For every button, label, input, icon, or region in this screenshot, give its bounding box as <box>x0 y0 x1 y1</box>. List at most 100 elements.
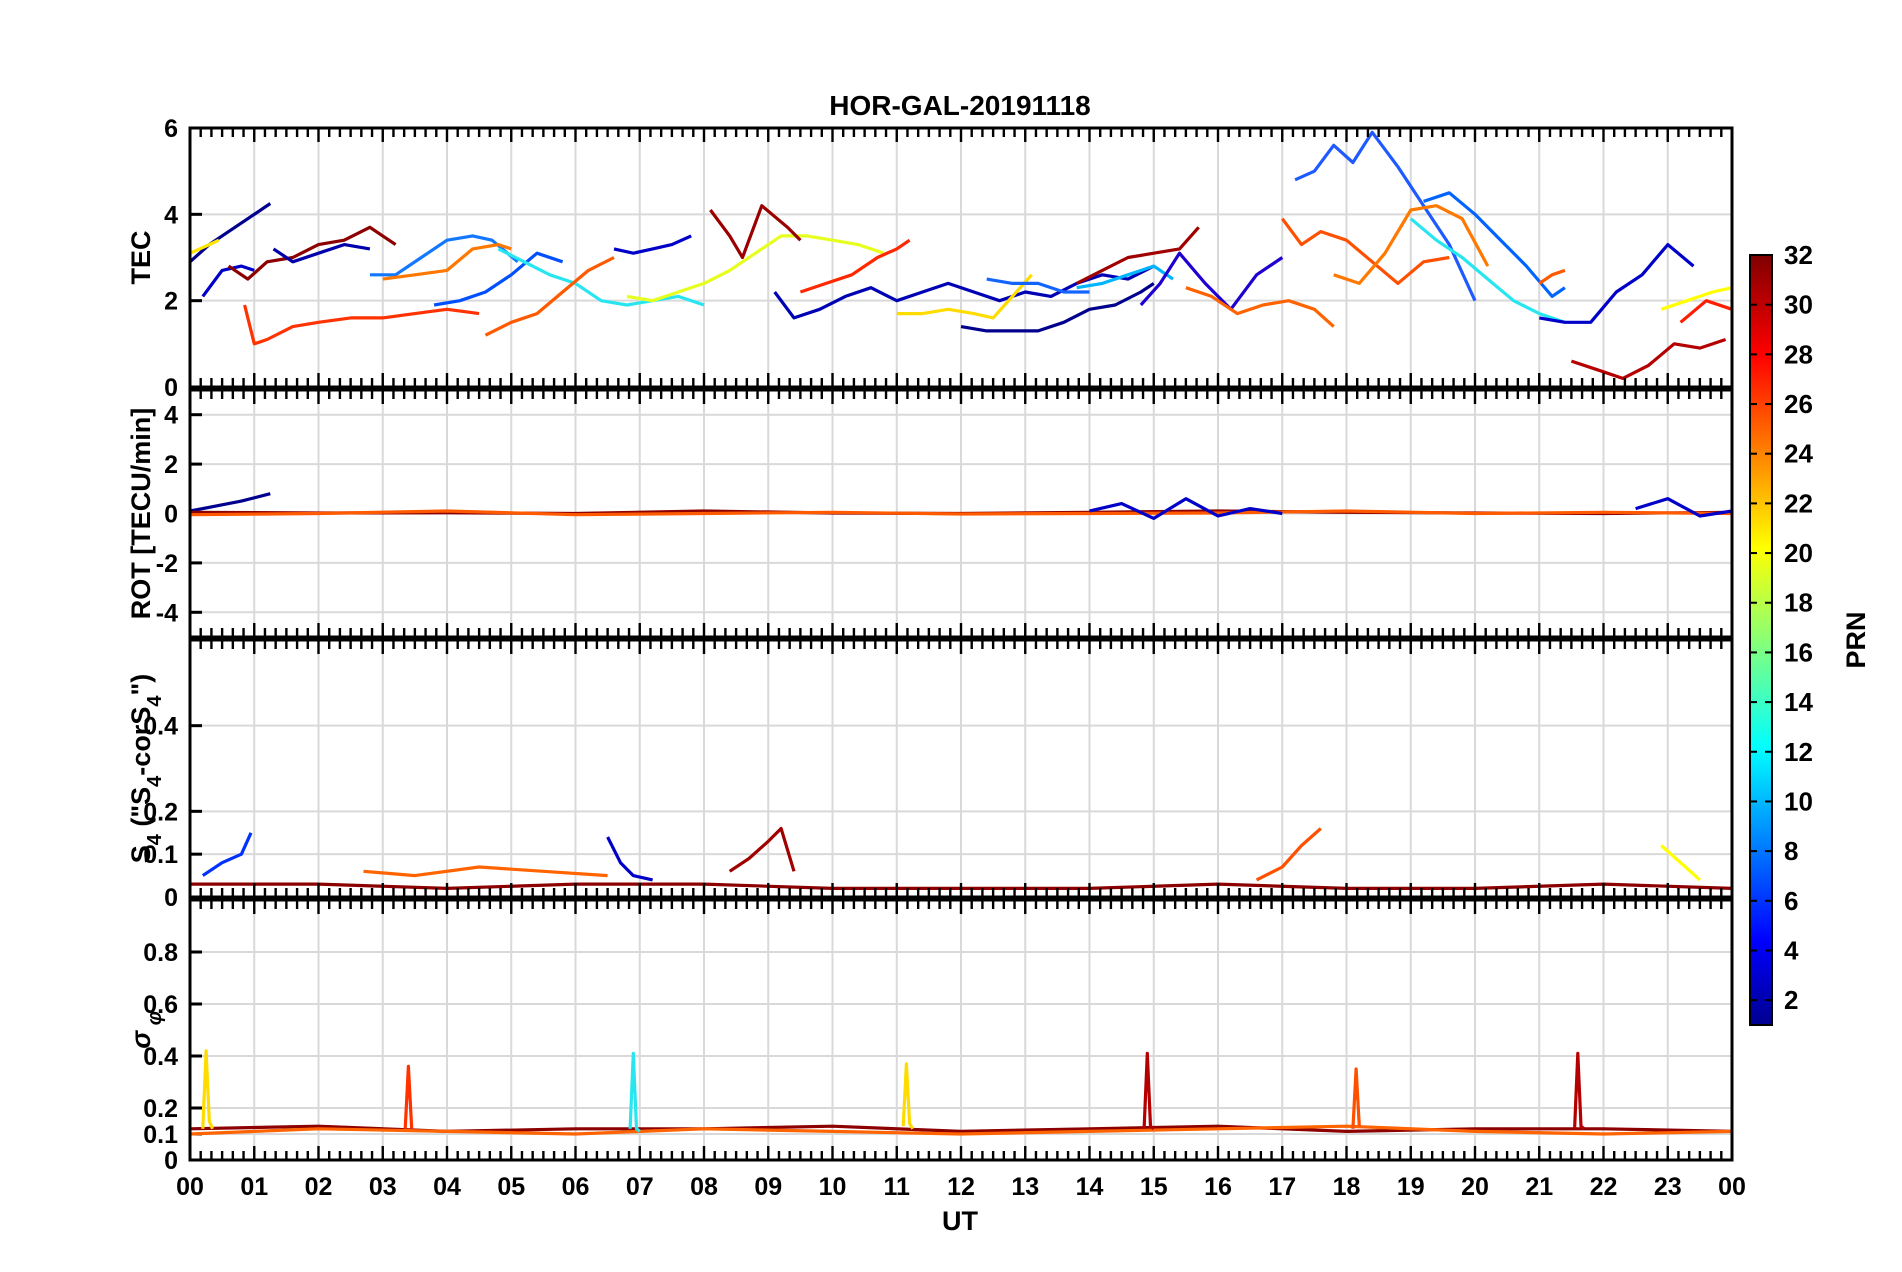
x-tick-label: 12 <box>947 1173 975 1201</box>
series-line <box>1573 1051 1586 1131</box>
series-line <box>1075 226 1200 285</box>
series-line <box>1351 1067 1361 1129</box>
series-line <box>1185 286 1335 328</box>
series-line <box>628 1051 641 1133</box>
series-line <box>773 264 1155 320</box>
x-tick-label: 18 <box>1333 1173 1361 1201</box>
x-tick-label: 14 <box>1076 1173 1104 1201</box>
series-line <box>1660 286 1733 311</box>
colorbar-tick-label: 18 <box>1784 588 1813 618</box>
series-line <box>403 1064 414 1129</box>
series-line <box>189 238 220 255</box>
series-line <box>1570 337 1727 380</box>
colorbar-tick-label: 24 <box>1784 439 1813 469</box>
colorbar-label: PRN <box>1841 611 1871 668</box>
series-line <box>243 304 480 346</box>
colorbar-tick-label: 32 <box>1784 240 1813 270</box>
series-line <box>1539 243 1695 324</box>
panel-sigma: 00.10.2 0.4 0.6 0.8 σ φ <box>126 898 1734 1175</box>
y-tick-label: 0 <box>164 1147 178 1175</box>
y-tick-label: 0 <box>164 884 178 912</box>
series-line <box>1255 827 1322 882</box>
series-line <box>1089 497 1283 521</box>
series-line <box>1294 130 1477 302</box>
series-line <box>1142 1051 1155 1131</box>
y-tick-label: 0.6 <box>143 991 178 1019</box>
series-line <box>799 238 911 294</box>
y-tick-label: 0.4 <box>143 713 178 741</box>
x-tick-label: 23 <box>1654 1173 1682 1201</box>
series-line <box>1679 299 1733 324</box>
x-tick-label: 01 <box>240 1173 268 1201</box>
x-tick-label: 08 <box>690 1173 718 1201</box>
colorbar-tick-label: 14 <box>1784 687 1813 717</box>
series-line <box>613 234 692 255</box>
panel-s4: 0 0.1 0.2 0.4S4 ("S4-corS4") <box>126 638 1734 912</box>
series-line <box>433 251 564 307</box>
panel-frame <box>188 126 1734 389</box>
y-tick-label: 0.2 <box>143 1095 178 1123</box>
x-tick-label: 04 <box>433 1173 461 1201</box>
series-line <box>1423 191 1566 298</box>
x-tick-label: 20 <box>1461 1173 1489 1201</box>
x-tick-label: 11 <box>884 1173 911 1201</box>
x-tick-label: 17 <box>1268 1173 1296 1201</box>
colorbar-tick-label: 26 <box>1784 389 1813 419</box>
x-tick-label: 16 <box>1204 1173 1232 1201</box>
x-tick-label: 05 <box>497 1173 525 1201</box>
x-tick-label: 00 <box>1718 1173 1746 1201</box>
y-axis-label: S4 ("S4-corS4") <box>126 674 166 864</box>
series-line <box>497 247 705 307</box>
x-tick-label: 07 <box>626 1173 654 1201</box>
series-line <box>201 832 253 877</box>
series-line <box>960 282 1155 333</box>
colorbar-tick-label: 8 <box>1784 836 1798 866</box>
series-line <box>189 509 1733 517</box>
series-line <box>1333 204 1490 285</box>
y-tick-label: 0 <box>164 374 178 402</box>
y-tick-label: 0.8 <box>143 939 178 967</box>
series-line <box>189 492 271 513</box>
colorbar-tick-label: 20 <box>1784 538 1813 568</box>
chart-title: HOR-GAL-20191118 <box>829 90 1090 121</box>
x-tick-label: 22 <box>1590 1173 1618 1201</box>
series-line <box>484 256 615 337</box>
panel-frame <box>188 638 1734 899</box>
x-tick-label: 19 <box>1397 1173 1425 1201</box>
series-line <box>901 1062 915 1130</box>
x-tick-label: 13 <box>1011 1173 1039 1201</box>
series-line <box>606 836 653 882</box>
colorbar-tick-label: 4 <box>1784 935 1799 965</box>
panel-frame <box>188 388 1734 639</box>
series-line <box>986 277 1090 294</box>
series-line <box>1139 251 1284 311</box>
x-tick-label: 15 <box>1140 1173 1168 1201</box>
y-axis-label: σ φ <box>126 1011 166 1049</box>
series-line <box>227 225 397 281</box>
y-tick-label: 6 <box>164 115 178 143</box>
series-line <box>369 234 519 277</box>
colorbar-tick-label: 2 <box>1784 985 1798 1015</box>
y-tick-label: 0 <box>164 501 178 529</box>
panel-frame <box>188 898 1734 1162</box>
colorbar-tick-label: 12 <box>1784 737 1813 767</box>
colorbar-tick-label: 10 <box>1784 786 1813 816</box>
series-line <box>626 234 885 303</box>
series-line <box>1635 497 1733 518</box>
y-tick-label: 0.4 <box>143 1043 178 1071</box>
y-tick-label: 0.2 <box>143 798 178 826</box>
y-tick-label: 0.1 <box>143 1121 178 1149</box>
x-tick-label: 10 <box>819 1173 847 1201</box>
series-line <box>1409 217 1566 324</box>
panel-tec: 0 2 4 6 TEC <box>126 115 1734 402</box>
series-line <box>382 243 512 281</box>
colorbar-tick-label: 28 <box>1784 339 1813 369</box>
colorbar-tick-label: 16 <box>1784 637 1813 667</box>
series-line <box>896 273 1033 320</box>
y-tick-label: 2 <box>164 288 178 316</box>
x-tick-label: 09 <box>754 1173 782 1201</box>
x-tick-label: 00 <box>176 1173 204 1201</box>
series-line <box>1281 217 1450 285</box>
colorbar-tick-label: 30 <box>1784 290 1813 320</box>
